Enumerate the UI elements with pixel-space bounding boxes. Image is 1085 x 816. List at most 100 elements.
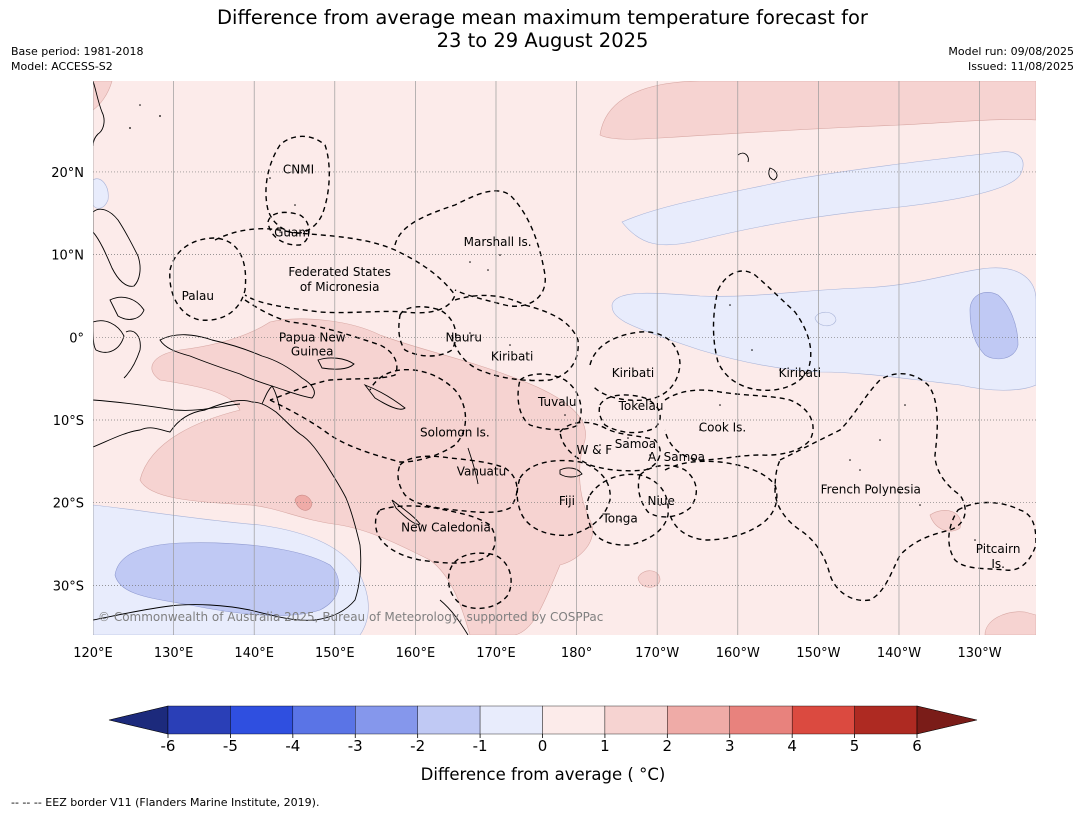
colorbar-tick-label: -3 [348, 737, 363, 755]
nz-coast [439, 599, 469, 635]
region-label: Federated States [288, 265, 390, 279]
eez-palau [169, 237, 247, 321]
colorbar: -6 -5 -4 -3 -2 -1 0 1 2 3 4 5 6 [108, 705, 978, 755]
region-label: New Caledonia [401, 521, 491, 535]
sulawesi-coast [123, 330, 141, 379]
colorbar-title: Difference from average ( °C) [421, 765, 666, 784]
region-label: Solomon Is. [420, 425, 490, 439]
eez-png [244, 299, 398, 401]
region-label: Vanuatu [457, 464, 507, 478]
region-label: Guam [274, 225, 310, 239]
lon-tick-label: 120°E [73, 646, 113, 661]
lat-tick-label: 20°S [53, 497, 84, 512]
region-label: Kiribati [491, 349, 533, 363]
colorbar-tick-label: 1 [600, 737, 610, 755]
colorbar-tick-label: -1 [473, 737, 488, 755]
region-label: of Micronesia [300, 280, 380, 294]
lon-tick-label: 140°W [877, 646, 921, 661]
colorbar-segment [479, 705, 543, 735]
colorbar-tick-label: 6 [912, 737, 922, 755]
colorbar-tick-label: 0 [538, 737, 548, 755]
new-britain-coast [317, 357, 355, 370]
colorbar-segment [292, 705, 356, 735]
colorbar-segment [729, 705, 793, 735]
lon-tick-label: 170°W [635, 646, 679, 661]
region-label: Cook Is. [699, 420, 746, 434]
eez-kiribati-line [712, 270, 812, 392]
new-guinea-coast [159, 334, 315, 399]
warm-anomaly-north [599, 81, 1036, 140]
eez-cook [664, 389, 814, 461]
colorbar-min-extension [108, 705, 169, 735]
lon-tick-label: 130°E [154, 646, 194, 661]
region-label: CNMI [283, 162, 314, 176]
meta-left: Base period: 1981-2018 Model: ACCESS-S2 [11, 44, 143, 74]
region-label: Niue [648, 494, 675, 508]
region-label: W & F [576, 443, 612, 457]
region-label: Marshall Is. [464, 235, 532, 249]
region-label: Tonga [602, 511, 638, 525]
model-run: Model run: 09/08/2025 [948, 45, 1074, 58]
new-caledonia-coast [391, 499, 421, 525]
title-line-1: Difference from average mean maximum tem… [217, 6, 868, 29]
solomon-coast [363, 384, 406, 410]
lat-tick-label: 10°N [51, 249, 84, 264]
meta-right: Model run: 09/08/2025 Issued: 11/08/2025 [948, 44, 1074, 74]
region-label: French Polynesia [821, 482, 921, 496]
colorbar-tick-label: -6 [161, 737, 176, 755]
mindanao-coast [109, 296, 145, 320]
philippines-coast [93, 208, 141, 287]
lon-tick-label: 160°W [716, 646, 760, 661]
region-label: Nauru [446, 330, 482, 344]
eez-guam [267, 211, 310, 246]
lon-tick-label: 130°W [957, 646, 1001, 661]
asia-coast-nw [93, 81, 105, 147]
coastlines [93, 81, 778, 635]
eez-vanuatu [397, 455, 518, 514]
region-label: Is. [991, 557, 1005, 571]
model-name: Model: ACCESS-S2 [11, 60, 113, 73]
lon-tick-label: 150°E [315, 646, 355, 661]
region-label: Tuvalu [537, 395, 577, 409]
colorbar-tick-label: -2 [410, 737, 425, 755]
eez-marshall [394, 190, 546, 307]
region-label: Fiji [559, 494, 575, 508]
cool-anomaly-equatorial [611, 267, 1036, 391]
warm-anomaly-small [637, 570, 661, 588]
colorbar-segment [167, 705, 231, 735]
warm-anomaly-central [139, 318, 593, 635]
colorbar-tick-label: -4 [285, 737, 300, 755]
grid-lines [93, 81, 1036, 635]
axis-labels: 120°E 130°E 140°E 150°E 160°E 170°E 180° 170°W 1… [51, 166, 1002, 661]
region-label: Samoa [615, 437, 656, 451]
vanuatu-coast [467, 447, 479, 485]
eez-niue [637, 464, 697, 518]
colorbar-segment [854, 705, 918, 735]
copyright-notice: © Commonwealth of Australia 2025, Bureau… [98, 610, 603, 624]
eez-wf-samoa [559, 421, 661, 472]
region-label: Guinea [291, 344, 334, 358]
fiji-coast [559, 467, 583, 478]
cool-anomaly-small [814, 311, 837, 327]
australia-coast [93, 399, 362, 621]
region-label: Palau [182, 289, 214, 303]
colorbar-segment [667, 705, 730, 735]
eez-micronesia [214, 228, 456, 314]
eez-footnote: -- -- -- EEZ border V11 (Flanders Marine… [11, 796, 320, 809]
colorbar-tick-label: -5 [223, 737, 238, 755]
map-title: Difference from average mean maximum tem… [0, 6, 1085, 52]
indonesia-coast [93, 399, 241, 411]
eez-nauru [398, 306, 457, 357]
lon-tick-label: 170°E [476, 646, 516, 661]
eez-kiribati-gilbert [451, 294, 579, 382]
island-dots [129, 104, 976, 541]
region-label: Kiribati [612, 366, 654, 380]
eez-tokelau [598, 394, 661, 434]
lon-tick-label: 160°E [396, 646, 436, 661]
eez-borders [169, 135, 1036, 610]
warm-anomaly-east [929, 510, 962, 532]
colorbar-segment [417, 705, 481, 735]
eez-new-caledonia [374, 505, 496, 564]
region-label: Tokelau [618, 399, 664, 413]
eez-pitcairn [948, 501, 1036, 571]
